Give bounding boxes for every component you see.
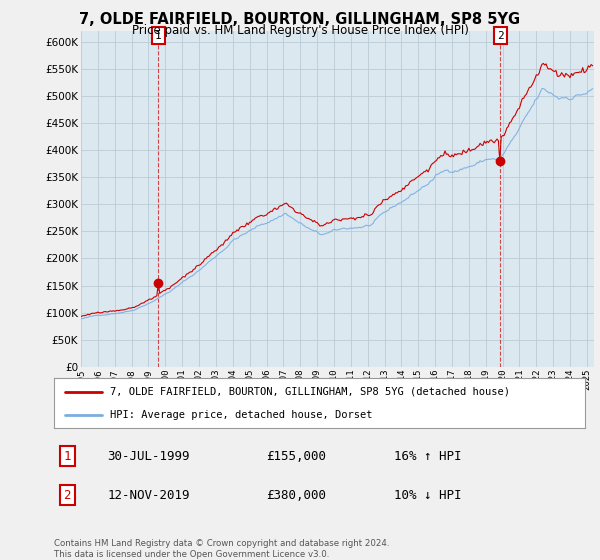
Text: 10% ↓ HPI: 10% ↓ HPI bbox=[394, 489, 461, 502]
Text: 2: 2 bbox=[497, 31, 504, 41]
Text: Contains HM Land Registry data © Crown copyright and database right 2024.
This d: Contains HM Land Registry data © Crown c… bbox=[54, 539, 389, 559]
Text: £380,000: £380,000 bbox=[266, 489, 326, 502]
Text: 1: 1 bbox=[155, 31, 161, 41]
Text: 16% ↑ HPI: 16% ↑ HPI bbox=[394, 450, 461, 463]
Text: £155,000: £155,000 bbox=[266, 450, 326, 463]
Text: 30-JUL-1999: 30-JUL-1999 bbox=[107, 450, 190, 463]
Text: 7, OLDE FAIRFIELD, BOURTON, GILLINGHAM, SP8 5YG (detached house): 7, OLDE FAIRFIELD, BOURTON, GILLINGHAM, … bbox=[110, 386, 510, 396]
Text: 7, OLDE FAIRFIELD, BOURTON, GILLINGHAM, SP8 5YG: 7, OLDE FAIRFIELD, BOURTON, GILLINGHAM, … bbox=[79, 12, 521, 27]
Text: HPI: Average price, detached house, Dorset: HPI: Average price, detached house, Dors… bbox=[110, 410, 372, 420]
Text: 12-NOV-2019: 12-NOV-2019 bbox=[107, 489, 190, 502]
Text: Price paid vs. HM Land Registry's House Price Index (HPI): Price paid vs. HM Land Registry's House … bbox=[131, 24, 469, 37]
Text: 2: 2 bbox=[64, 489, 71, 502]
Text: 1: 1 bbox=[64, 450, 71, 463]
